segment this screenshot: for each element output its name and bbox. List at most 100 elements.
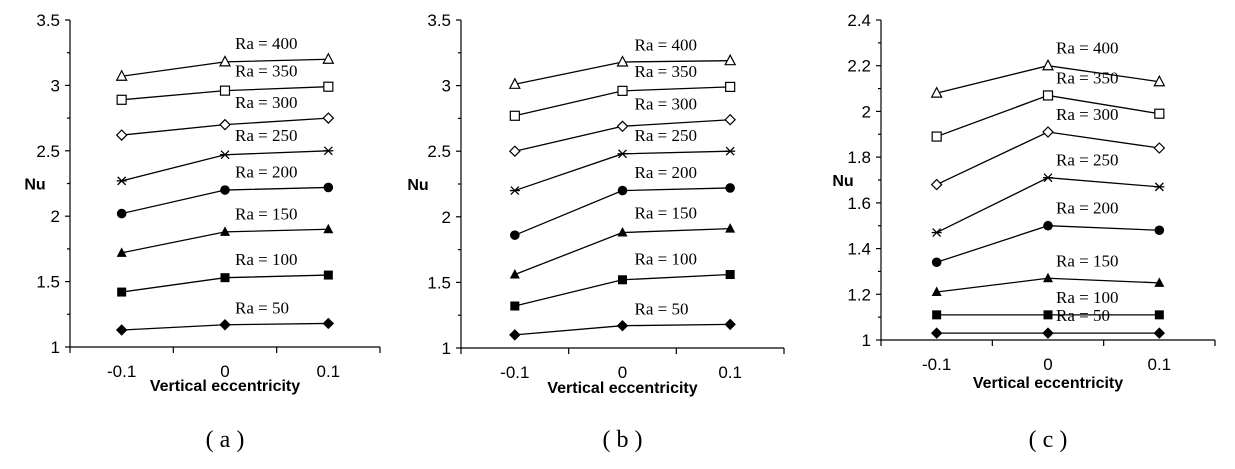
series-ra-200: Ra = 200 <box>116 162 334 219</box>
series-label: Ra = 400 <box>235 34 297 53</box>
series-label: Ra = 400 <box>1056 39 1118 58</box>
series-label: Ra = 300 <box>235 93 297 112</box>
y-axis-title: Nu <box>24 177 45 194</box>
data-point-marker <box>116 247 127 257</box>
series-ra-300: Ra = 300 <box>115 93 335 141</box>
series-ra-400: Ra = 400 <box>930 39 1166 98</box>
data-point-marker <box>323 182 334 193</box>
series-label: Ra = 200 <box>235 162 297 181</box>
series-label: Ra = 150 <box>635 204 697 223</box>
data-point-marker <box>323 146 334 156</box>
series-ra-300: Ra = 300 <box>508 95 737 158</box>
data-point-marker <box>930 178 943 191</box>
y-axis-title: Nu <box>832 173 853 190</box>
data-point-marker <box>616 319 629 332</box>
series-ra-150: Ra = 150 <box>509 204 736 279</box>
data-point-marker <box>616 55 629 67</box>
data-point-marker <box>617 149 628 159</box>
data-point-marker <box>509 329 521 341</box>
series-ra-400: Ra = 400 <box>508 36 737 89</box>
chart-panel-c: 1 1.2 1.4 1.6 1.8 2 2.2 2.4 -0.1 0 0.1 Nu Vertical e… <box>832 11 1216 453</box>
data-point-marker <box>1042 90 1054 101</box>
data-point-marker <box>1043 173 1053 183</box>
series-label: Ra = 350 <box>635 62 697 81</box>
data-point-marker <box>617 85 628 96</box>
series-label: Ra = 300 <box>635 95 697 114</box>
data-point-marker <box>510 301 520 311</box>
data-point-marker <box>931 257 942 268</box>
data-point-marker <box>618 275 627 285</box>
data-point-marker <box>725 81 736 93</box>
data-point-marker <box>930 327 943 339</box>
y-tick-label: 2.4 <box>847 11 871 30</box>
data-point-marker <box>617 185 628 196</box>
x-axis-title: Vertical eccentricity <box>973 375 1123 392</box>
data-point-marker <box>1043 272 1053 283</box>
x-tick-label: -0.1 <box>922 355 951 374</box>
data-point-marker <box>725 183 735 193</box>
data-point-marker <box>1042 126 1054 138</box>
y-tick-label: 1.5 <box>427 273 451 292</box>
x-tick-label: 0.1 <box>718 363 742 382</box>
data-point-marker <box>115 129 128 141</box>
data-point-marker <box>1153 74 1166 87</box>
series-ra-300: Ra = 300 <box>930 105 1166 191</box>
y-tick-label: 1 <box>862 331 871 350</box>
data-point-marker <box>322 112 335 124</box>
y-tick-label: 1.5 <box>36 273 60 292</box>
data-point-marker <box>323 270 333 280</box>
x-tick-label: 0 <box>1043 355 1052 374</box>
chart-panel-a: 1 1.5 2 2.5 3 3.5 -0.1 0 0.1 Nu Vertical eccentric… <box>24 11 381 453</box>
data-point-marker <box>116 176 127 186</box>
data-point-marker <box>220 150 230 160</box>
data-point-marker <box>116 94 127 105</box>
data-point-marker <box>931 131 942 142</box>
chart-panel-b: 1 1.5 2 2.5 3 3.5 -0.1 0 0.1 Nu Vertical eccentric… <box>407 11 785 453</box>
data-point-marker <box>617 227 628 237</box>
data-point-marker <box>1153 327 1166 339</box>
data-point-marker <box>724 318 736 331</box>
data-point-marker <box>724 113 737 126</box>
series-label: Ra = 300 <box>1056 105 1118 124</box>
data-point-marker <box>932 310 942 320</box>
data-point-marker <box>510 230 520 240</box>
data-point-marker <box>931 286 942 296</box>
data-point-marker <box>220 185 230 195</box>
x-tick-label: 0 <box>618 363 627 382</box>
series-ra-250: Ra = 250 <box>116 126 334 186</box>
series-label: Ra = 50 <box>235 298 289 317</box>
data-point-marker <box>1154 225 1165 236</box>
series-label: Ra = 100 <box>1056 288 1118 307</box>
series-label: Ra = 50 <box>635 299 689 318</box>
y-tick-label: 2 <box>442 208 451 227</box>
series-label: Ra = 200 <box>1056 199 1118 218</box>
y-tick-label: 2 <box>862 102 871 121</box>
y-tick-label: 3 <box>442 77 451 96</box>
y-tick-label: 1.4 <box>847 240 871 259</box>
data-point-marker <box>322 52 335 64</box>
data-point-marker <box>725 223 736 233</box>
series-ra-50: Ra = 50 <box>115 298 335 336</box>
data-point-marker <box>322 317 335 330</box>
y-tick-label: 2 <box>51 207 60 226</box>
panel-label-a: ( a ) <box>206 427 245 453</box>
y-tick-label: 2.2 <box>847 57 871 76</box>
data-point-marker <box>219 319 231 331</box>
data-point-marker <box>616 120 629 133</box>
series-line <box>936 131 1160 186</box>
series-ra-100: Ra = 100 <box>510 250 735 311</box>
data-point-marker <box>509 186 520 196</box>
data-point-marker <box>1043 220 1053 231</box>
y-axis-title: Nu <box>407 177 428 194</box>
series-label: Ra = 250 <box>235 126 297 145</box>
y-tick-label: 2.5 <box>36 142 60 161</box>
x-tick-label: 0 <box>220 362 229 381</box>
panel-label-b: ( b ) <box>603 427 643 453</box>
series-ra-400: Ra = 400 <box>115 34 335 81</box>
data-point-marker <box>219 118 231 131</box>
series-ra-350: Ra = 350 <box>509 62 736 121</box>
data-point-marker <box>1154 277 1165 287</box>
data-point-marker <box>115 69 128 81</box>
data-point-marker <box>219 85 231 96</box>
series-label: Ra = 400 <box>635 36 697 55</box>
